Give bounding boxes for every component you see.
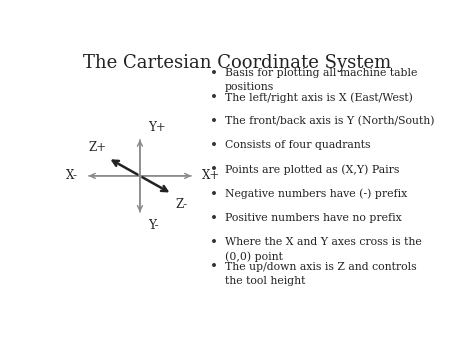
Text: •: • bbox=[210, 188, 218, 201]
Text: •: • bbox=[210, 115, 218, 129]
Text: The up/down axis is Z and controls: The up/down axis is Z and controls bbox=[225, 262, 416, 271]
Text: •: • bbox=[210, 212, 218, 226]
Text: •: • bbox=[210, 163, 218, 177]
Text: The left/right axis is X (East/West): The left/right axis is X (East/West) bbox=[225, 92, 413, 103]
Text: •: • bbox=[210, 260, 218, 274]
Text: Z-: Z- bbox=[176, 198, 188, 211]
Text: (0,0) point: (0,0) point bbox=[225, 251, 283, 262]
Text: •: • bbox=[210, 139, 218, 153]
Text: X+: X+ bbox=[202, 169, 220, 183]
Text: Points are plotted as (X,Y) Pairs: Points are plotted as (X,Y) Pairs bbox=[225, 165, 399, 175]
Text: Z+: Z+ bbox=[88, 141, 106, 154]
Text: Y+: Y+ bbox=[148, 121, 165, 134]
Text: Positive numbers have no prefix: Positive numbers have no prefix bbox=[225, 213, 401, 223]
Text: The front/back axis is Y (North/South): The front/back axis is Y (North/South) bbox=[225, 116, 434, 127]
Text: •: • bbox=[210, 67, 218, 80]
Text: The Cartesian Coordinate System: The Cartesian Coordinate System bbox=[84, 54, 391, 72]
Text: positions: positions bbox=[225, 82, 274, 92]
Text: X-: X- bbox=[66, 169, 78, 183]
Text: Consists of four quadrants: Consists of four quadrants bbox=[225, 141, 370, 150]
Text: Y-: Y- bbox=[148, 219, 158, 232]
Text: Negative numbers have (-) prefix: Negative numbers have (-) prefix bbox=[225, 189, 407, 199]
Text: •: • bbox=[210, 91, 218, 105]
Text: Basis for plotting all machine table: Basis for plotting all machine table bbox=[225, 68, 417, 78]
Text: Where the X and Y axes cross is the: Where the X and Y axes cross is the bbox=[225, 237, 422, 247]
Text: the tool height: the tool height bbox=[225, 276, 305, 286]
Text: •: • bbox=[210, 236, 218, 250]
